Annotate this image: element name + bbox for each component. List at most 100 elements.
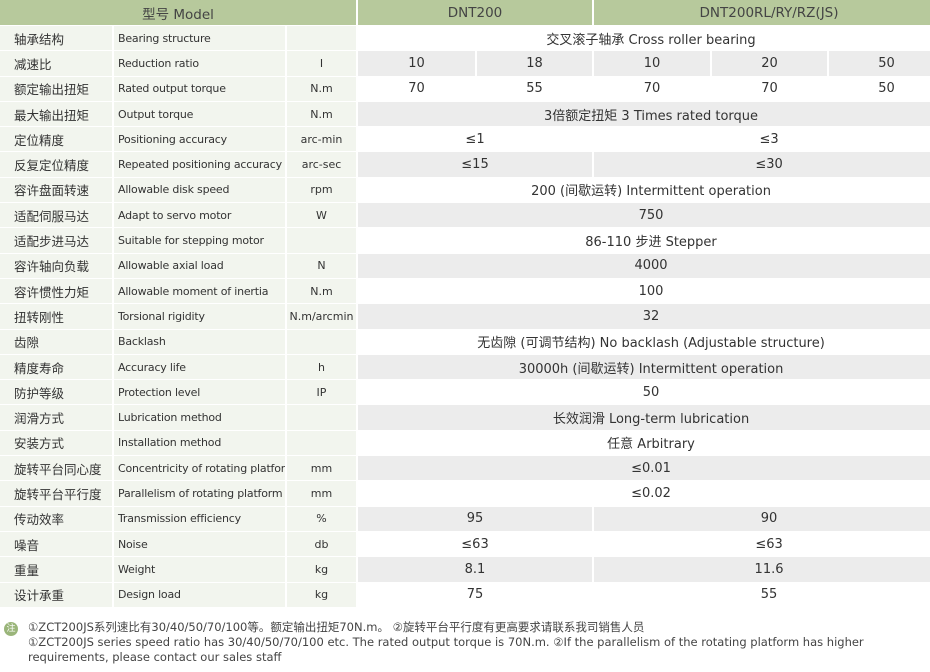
param-unit: arc-min [287,127,356,152]
param-name-zh: 容许惯性力矩 [0,278,112,304]
param-name-zh: 最大输出扭矩 [0,101,112,127]
param-value: 4000 [358,253,930,278]
param-value: 95 [358,506,593,531]
param-name-zh: 齿隙 [0,329,112,354]
param-value: 200 (间歇运转) Intermittent operation [358,177,930,203]
table-row: 扭转刚性 Torsional rigidity N.m/arcmin 32 [0,304,930,329]
group2-header: DNT200RL/RY/RZ(JS) [594,0,930,25]
param-value: 70 [712,76,828,101]
param-value: 任意 Arbitrary [358,430,930,456]
param-unit: kg [287,557,356,582]
table-row: 适配步进马达 Suitable for stepping motor 86-110 … [0,228,930,253]
param-value: 8.1 [358,557,593,582]
param-name-zh: 噪音 [0,531,112,557]
note-zh: ①ZCT200JS系列速比有30/40/50/70/100等。额定输出扭矩70N… [28,620,645,634]
param-name-zh: 减速比 [0,51,112,76]
param-name-en: Backlash [114,329,285,354]
param-name-en: Rated output torque [114,76,285,101]
table-row: 适配伺服马达 Adapt to servo motor W 750 [0,203,930,228]
param-value: ≤1 [358,127,593,152]
param-unit: mm [287,456,356,481]
param-unit: arc-sec [287,152,356,177]
param-name-zh: 容许盘面转速 [0,177,112,203]
param-value: 长效润滑 Long-term lubrication [358,405,930,430]
param-name-zh: 设计承重 [0,582,112,607]
param-value: 70 [358,76,475,101]
param-unit [287,228,356,253]
param-value: 50 [829,76,930,101]
param-value: 750 [358,203,930,228]
param-value: 55 [594,582,930,607]
table-row: 额定输出扭矩 Rated output torque N.m 70 55 70 70 50 [0,76,930,101]
notes: 注 ①ZCT200JS系列速比有30/40/50/70/100等。额定输出扭矩7… [0,620,930,665]
param-value: 70 [594,76,711,101]
param-name-en: Protection level [114,380,285,405]
note-icon: 注 [4,622,18,636]
param-name-en: Bearing structure [114,26,285,51]
param-name-zh: 适配伺服马达 [0,203,112,228]
table-row: 传动效率 Transmission efficiency% 95 90 [0,506,930,531]
param-unit: h [287,354,356,380]
param-unit: rpm [287,177,356,203]
table-row: 润滑方式 Lubrication method 长效润滑 Long-term lub… [0,405,930,430]
param-name-zh: 传动效率 [0,506,112,531]
param-name-en: Torsional rigidity [114,304,285,329]
param-value: 10 [358,51,475,76]
param-name-en: Concentricity of rotating platform [114,456,285,481]
param-unit: kg [287,582,356,607]
model-header: 型号 Model [0,0,356,25]
param-name-en: Suitable for stepping motor [114,228,285,253]
param-value: ≤0.01 [358,456,930,481]
param-value: ≤30 [594,152,930,177]
param-name-en: Allowable axial load [114,253,285,278]
table-row: 旋转平台同心度 Concentricity of rotating platfor… [0,456,930,481]
table-row: 安装方式 Installation method 任意 Arbitrary [0,430,930,456]
param-value: ≤63 [358,531,593,557]
param-value: 11.6 [594,557,930,582]
param-value: 10 [594,51,711,76]
param-unit [287,26,356,51]
header-row: 型号 Model DNT200 DNT200RL/RY/RZ(JS) [0,0,930,25]
param-name-zh: 定位精度 [0,127,112,152]
param-name-en: Accuracy life [114,354,285,380]
param-value: 100 [358,278,930,304]
param-name-en: Design load [114,582,285,607]
param-name-zh: 容许轴向负载 [0,253,112,278]
param-value: 50 [829,51,930,76]
param-name-zh: 重量 [0,557,112,582]
param-value: 无齿隙 (可调节结构) No backlash (Adjustable stru… [358,329,930,354]
param-unit: N.m [287,278,356,304]
table-row: 容许轴向负载 Allowable axial load N 4000 [0,253,930,278]
param-unit: N.m/arcmin [287,304,356,329]
param-value: 18 [477,51,593,76]
param-unit: N.m [287,101,356,127]
param-name-en: Weight [114,557,285,582]
param-name-zh: 扭转刚性 [0,304,112,329]
param-name-en: Transmission efficiency [114,506,285,531]
param-name-zh: 旋转平台同心度 [0,456,112,481]
param-name-en: Reduction ratio [114,51,285,76]
param-unit: N [287,253,356,278]
table-row: 齿隙 Backlash 无齿隙 (可调节结构) No backlash (Adjus… [0,329,930,354]
table-row: 轴承结构 Bearing structure 交叉滚子轴承 Cross roller… [0,26,930,51]
param-value: ≤0.02 [358,481,930,506]
param-name-en: Positioning accuracy [114,127,285,152]
param-value: 3倍额定扭矩 3 Times rated torque [358,101,930,127]
param-value: ≤15 [358,152,593,177]
param-name-zh: 适配步进马达 [0,228,112,253]
param-unit: mm [287,481,356,506]
param-value: 86-110 步进 Stepper [358,228,930,253]
param-value: 交叉滚子轴承 Cross roller bearing [358,26,930,51]
table-row: 定位精度 Positioning accuracy arc-min ≤1 ≤3 [0,127,930,152]
table-row: 精度寿命 Accuracy life h 30000h (间歇运转) Intermit… [0,354,930,380]
param-unit [287,430,356,456]
note-en: ①ZCT200JS series speed ratio has 30/40/5… [28,635,864,664]
table-row: 容许惯性力矩 Allowable moment of inertia N.m 100 [0,278,930,304]
param-name-zh: 旋转平台平行度 [0,481,112,506]
param-value: 75 [358,582,593,607]
param-name-zh: 反复定位精度 [0,152,112,177]
param-name-zh: 额定输出扭矩 [0,76,112,101]
param-value: 30000h (间歇运转) Intermittent operation [358,354,930,380]
param-value: ≤3 [594,127,930,152]
param-unit [287,405,356,430]
